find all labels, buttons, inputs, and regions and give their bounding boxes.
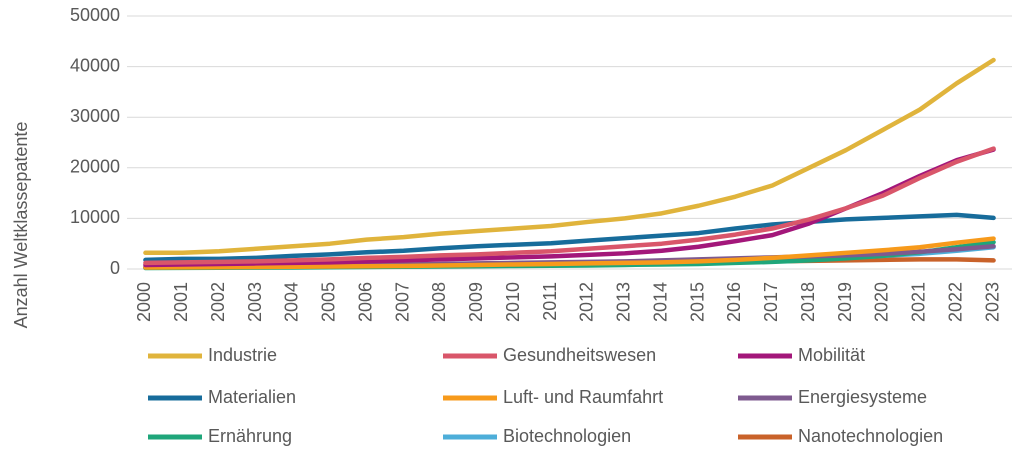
x-tick-label: 2021 bbox=[909, 282, 929, 322]
x-tick-label: 2008 bbox=[429, 282, 449, 322]
legend-label: Biotechnologien bbox=[503, 426, 631, 446]
series-line bbox=[143, 212, 996, 263]
y-tick-label: 0 bbox=[110, 258, 120, 278]
legend-label: Luft- und Raumfahrt bbox=[503, 387, 663, 407]
x-tick-label: 2000 bbox=[134, 282, 154, 322]
x-tick-label: 2007 bbox=[392, 282, 412, 322]
x-tick-label: 2004 bbox=[282, 282, 302, 322]
x-tick-label: 2020 bbox=[872, 282, 892, 322]
x-tick-label: 2005 bbox=[319, 282, 339, 322]
legend-label: Nanotechnologien bbox=[798, 426, 943, 446]
legend-label: Gesundheitswesen bbox=[503, 345, 656, 365]
x-tick-label: 2016 bbox=[724, 282, 744, 322]
x-tick-label: 2013 bbox=[614, 282, 634, 322]
x-tick-label: 2003 bbox=[245, 282, 265, 322]
x-tick-label: 2014 bbox=[650, 282, 670, 322]
x-tick-label: 2011 bbox=[540, 282, 560, 321]
y-tick-label: 50000 bbox=[70, 5, 120, 25]
legend-label: Ernährung bbox=[208, 426, 292, 446]
legend-label: Industrie bbox=[208, 345, 277, 365]
x-tick-label: 2017 bbox=[761, 282, 781, 322]
x-tick-label: 2023 bbox=[982, 282, 1002, 322]
x-tick-label: 2018 bbox=[798, 282, 818, 322]
series-line bbox=[143, 57, 996, 256]
legend-label: Materialien bbox=[208, 387, 296, 407]
legend-label: Energiesysteme bbox=[798, 387, 927, 407]
x-tick-label: 2015 bbox=[687, 282, 707, 322]
legend-label: Mobilität bbox=[798, 345, 865, 365]
y-tick-label: 10000 bbox=[70, 207, 120, 227]
x-tick-label: 2009 bbox=[466, 282, 486, 322]
x-tick-label: 2001 bbox=[171, 282, 191, 322]
y-tick-label: 30000 bbox=[70, 106, 120, 126]
x-tick-label: 2010 bbox=[503, 282, 523, 322]
series-line bbox=[143, 146, 996, 266]
x-tick-label: 2006 bbox=[355, 282, 375, 322]
x-tick-label: 2022 bbox=[945, 282, 965, 322]
y-axis-label: Anzahl Weltklassepatente bbox=[11, 122, 31, 329]
x-tick-label: 2012 bbox=[577, 282, 597, 322]
series-line bbox=[143, 236, 996, 270]
x-tick-label: 2019 bbox=[835, 282, 855, 322]
y-tick-label: 20000 bbox=[70, 157, 120, 177]
x-tick-label: 2002 bbox=[208, 282, 228, 322]
y-tick-label: 40000 bbox=[70, 55, 120, 75]
